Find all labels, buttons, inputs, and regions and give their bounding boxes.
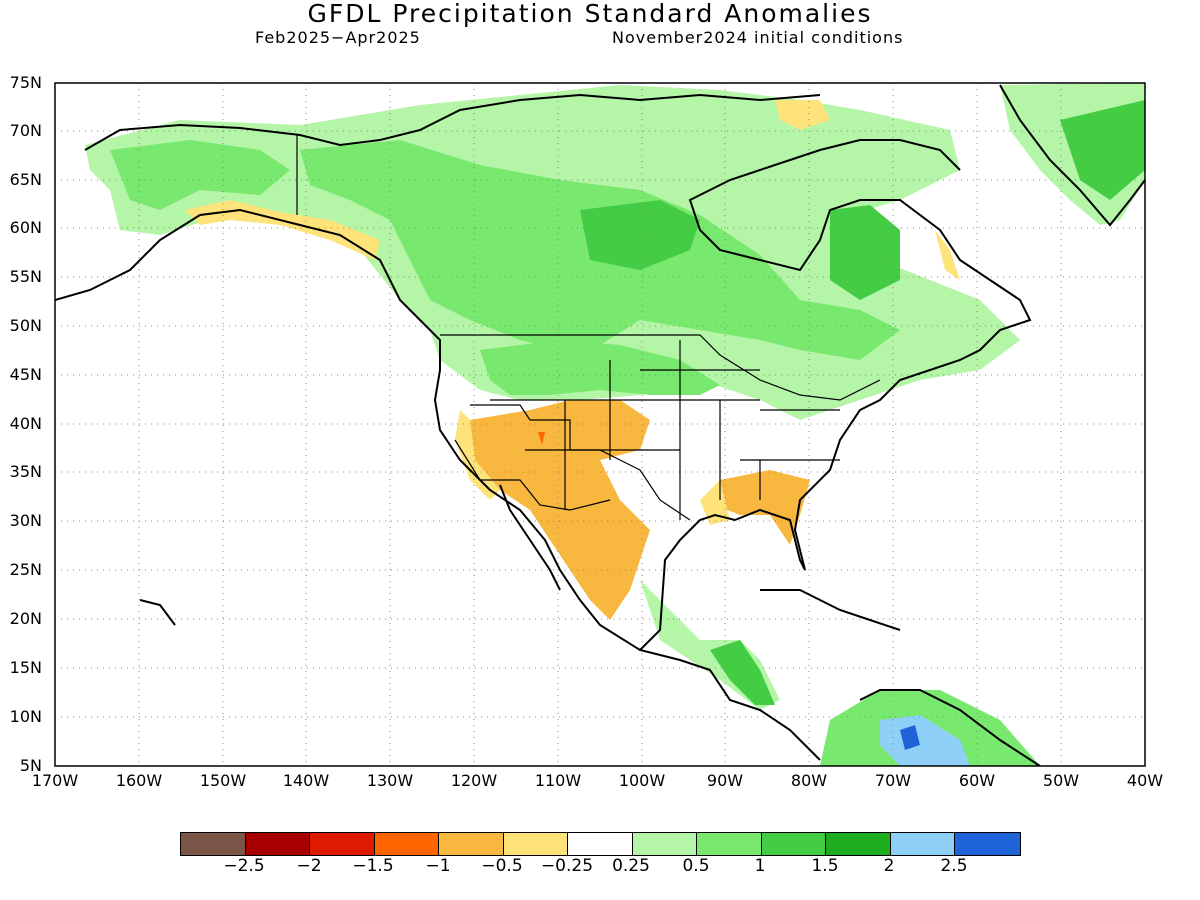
colorbar-swatch [826,833,891,855]
dry-region-southwest-edge [455,410,500,500]
lat-label: 70N [9,121,42,140]
wet-region-central-canada [580,200,700,270]
lon-label: 60W [958,771,996,790]
lat-label: 50N [9,316,42,335]
map-title: GFDL Precipitation Standard Anomalies [307,0,873,28]
lon-label: 170W [31,771,79,790]
lon-label: 150W [199,771,247,790]
lat-label: 65N [9,170,42,189]
lat-label: 30N [9,511,42,530]
lon-label: 120W [450,771,498,790]
colorbar-label: −2.5 [223,856,265,876]
colorbar-swatch [310,833,375,855]
forecast-period: Feb2025−Apr2025 [255,28,421,47]
colorbar-swatch [632,833,697,855]
lon-label: 100W [618,771,666,790]
coastlines [55,84,1145,766]
lat-label: 75N [9,73,42,92]
lat-label: 15N [9,658,42,677]
strong-dry-spot [538,432,545,445]
lat-label: 25N [9,560,42,579]
wet-region-greenland-core [1060,100,1145,200]
lat-label: 5N [19,756,42,775]
lon-label: 130W [366,771,414,790]
wet-region-plains [480,340,720,395]
lon-label: 90W [706,771,744,790]
lat-label: 40N [9,414,42,433]
colorbar-label: 0.5 [682,856,710,876]
colorbar-swatch [568,833,633,855]
lon-label: 70W [874,771,912,790]
initial-conditions: November2024 initial conditions [612,28,904,47]
dry-region-baffin [775,100,830,130]
dry-region-alaska-coast [185,200,380,260]
dry-region-southeast-edge [700,480,730,525]
lon-label: 80W [790,771,828,790]
colorbar-label: 0.25 [612,856,650,876]
plot-frame [54,82,1146,767]
dry-region-labrador [935,230,960,280]
lon-label: 140W [282,771,330,790]
lat-label: 10N [9,707,42,726]
colorbar-label: 1.5 [811,856,839,876]
colorbar-label: −0.5 [481,856,523,876]
colorbar-swatch [181,833,246,855]
wet-region-hudson-east [830,205,900,300]
lat-label: 35N [9,462,42,481]
colorbar-label: −1.5 [352,856,394,876]
colorbar [180,832,1021,856]
dry-region-southwest [470,400,650,620]
colorbar-swatch [697,833,762,855]
colorbar-swatch [761,833,826,855]
colorbar-swatch [503,833,568,855]
lon-label: 110W [534,771,582,790]
colorbar-label: −2 [296,856,322,876]
lon-label: 160W [115,771,163,790]
colorbar-label: −1 [425,856,451,876]
colorbar-swatch [890,833,955,855]
colorbar-swatch [245,833,310,855]
colorbar-label: 1 [754,856,766,876]
colorbar-swatch [374,833,439,855]
lon-label: 50W [1042,771,1080,790]
colorbar-label: 2.5 [940,856,968,876]
anomaly-field [55,83,1145,766]
wet-region-south-america-deep [900,725,920,750]
lat-label: 45N [9,365,42,384]
lat-label: 55N [9,267,42,286]
colorbar-label: 2 [883,856,895,876]
lat-label: 60N [9,218,42,237]
colorbar-label: −0.25 [540,856,594,876]
lon-label: 40W [1126,771,1164,790]
lat-label: 20N [9,609,42,628]
colorbar-swatch [955,833,1020,855]
wet-region-central-america-core [710,640,775,705]
wet-region-south-america-blue [880,715,970,766]
political-boundaries [296,135,881,521]
dry-region-southeast [715,470,810,545]
colorbar-swatch [439,833,504,855]
wet-region-alaska [110,140,290,210]
